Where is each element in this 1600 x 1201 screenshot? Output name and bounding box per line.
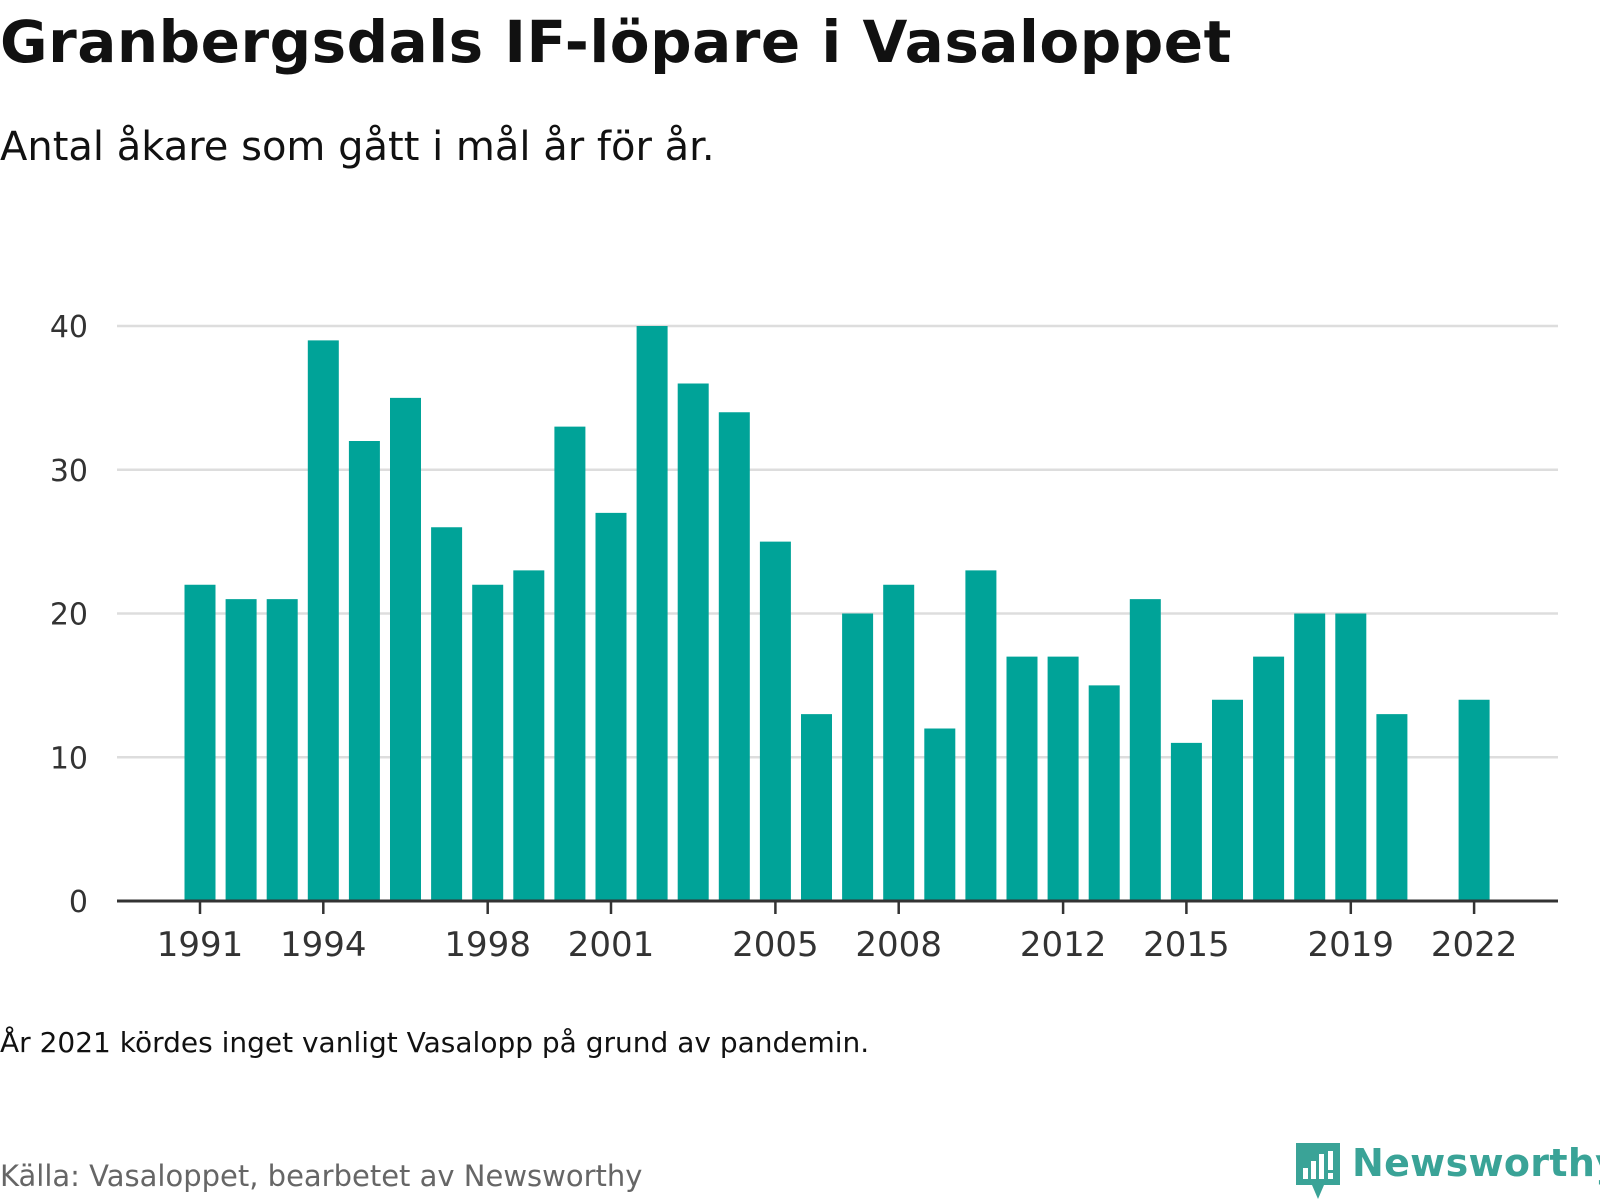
- x-tick-label: 2001: [568, 925, 655, 965]
- x-tick-label: 1998: [444, 925, 531, 965]
- bar-2004: [718, 412, 750, 901]
- bar-2007: [842, 613, 874, 901]
- bar-1998: [472, 584, 504, 901]
- bar-1997: [431, 527, 463, 901]
- bar-2020: [1376, 714, 1408, 901]
- bar-2014: [1129, 599, 1161, 901]
- chart-subtitle: Antal åkare som gått i mål år för år.: [0, 124, 715, 170]
- bars: [184, 326, 1490, 901]
- bar-1991: [184, 584, 216, 901]
- x-tick-label: 2019: [1308, 925, 1395, 965]
- bar-2008: [883, 584, 915, 901]
- bar-2003: [677, 383, 709, 901]
- x-tick-label: 2012: [1020, 925, 1107, 965]
- x-tick-label: 2005: [732, 925, 819, 965]
- bar-1992: [225, 599, 257, 901]
- bar-chart: 0 10 20 30 40 1991 1994 1998 2001 2005 2008 2012 201…: [50, 310, 1558, 965]
- x-tick-label: 1994: [280, 925, 367, 965]
- bar-2018: [1294, 613, 1326, 901]
- bar-2019: [1335, 613, 1367, 901]
- chart-note: År 2021 kördes inget vanligt Vasalopp på…: [0, 1026, 870, 1059]
- x-axis: [117, 899, 1558, 914]
- bar-2013: [1088, 685, 1120, 901]
- x-tick-label: 2008: [855, 925, 942, 965]
- y-tick-label: 10: [50, 741, 88, 776]
- bar-2011: [1006, 656, 1038, 901]
- x-tick-label: 2015: [1143, 925, 1230, 965]
- source-credit: Källa: Vasaloppet, bearbetet av Newswort…: [0, 1159, 643, 1193]
- bar-2010: [965, 570, 997, 901]
- bar-2001: [595, 512, 627, 901]
- bar-2017: [1253, 656, 1285, 901]
- y-tick-label: 40: [50, 310, 88, 345]
- bar-2012: [1047, 656, 1079, 901]
- bar-2006: [801, 714, 832, 901]
- logo-text: Newsworthy: [1352, 1141, 1600, 1185]
- bar-1999: [513, 570, 545, 901]
- newsworthy-logo-icon: [1296, 1143, 1340, 1199]
- bar-2000: [554, 426, 586, 901]
- bar-2002: [636, 326, 668, 901]
- newsworthy-logo: Newsworthy: [1294, 1141, 1600, 1201]
- tick-labels: 0 10 20 30 40 1991 1994 1998 2001 2005 2008 2012 201…: [50, 310, 1518, 965]
- bar-2015: [1170, 742, 1202, 901]
- bar-2009: [924, 728, 956, 901]
- bar-1994: [307, 340, 339, 901]
- bar-2005: [759, 541, 791, 901]
- y-tick-label: 30: [50, 454, 88, 489]
- bar-2022: [1458, 699, 1490, 901]
- x-tick-label: 2022: [1431, 925, 1518, 965]
- y-tick-label: 0: [69, 885, 88, 920]
- bar-1995: [348, 441, 380, 901]
- bar-1993: [266, 599, 298, 901]
- chart-title: Granbergsdals IF-löpare i Vasaloppet: [0, 8, 1232, 76]
- bar-1996: [390, 397, 421, 901]
- x-tick-label: 1991: [157, 925, 244, 965]
- y-tick-label: 20: [50, 598, 88, 633]
- bar-2016: [1212, 699, 1243, 901]
